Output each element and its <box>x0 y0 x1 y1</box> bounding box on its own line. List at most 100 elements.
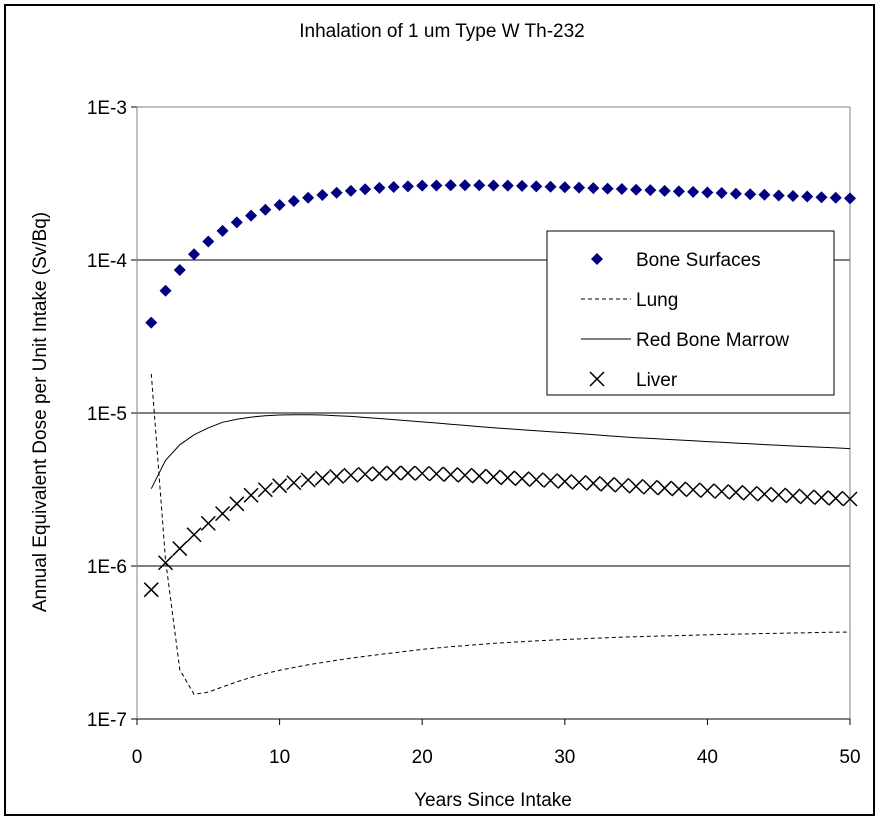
bone-surfaces-point <box>216 224 229 237</box>
liver-point <box>771 487 787 503</box>
liver-point <box>600 476 616 492</box>
chart-frame <box>4 4 875 816</box>
liver-point <box>400 465 416 481</box>
bone-surfaces-point <box>758 188 771 201</box>
bone-surfaces-point <box>302 191 315 204</box>
legend-label: Liver <box>636 370 678 391</box>
x-tick-label: 0 <box>132 747 143 768</box>
bone-surfaces-point <box>744 188 757 201</box>
bone-surfaces-point <box>786 189 799 202</box>
bone-surfaces-point <box>273 198 286 211</box>
liver-point <box>229 496 245 512</box>
liver-point <box>557 473 573 489</box>
liver-point <box>457 467 473 483</box>
bone-surfaces-point <box>188 248 201 261</box>
liver-point <box>300 472 316 488</box>
bone-surfaces-point <box>772 189 785 202</box>
liver-point <box>657 480 673 496</box>
liver-point <box>215 506 231 522</box>
legend-item-red-bone-marrow: Red Bone Marrow <box>581 330 789 351</box>
liver-point <box>257 482 273 498</box>
liver-point <box>143 582 159 598</box>
bone-surfaces-point <box>359 183 372 196</box>
liver-point <box>485 469 502 485</box>
liver-point <box>642 479 658 495</box>
bone-surfaces-point <box>173 264 186 277</box>
bone-surfaces-point <box>516 179 529 192</box>
liver-point <box>628 478 644 494</box>
axis-layer: 1E-7 1E-6 1E-5 1E-4 1E-3 0 10 20 30 40 50 <box>87 98 861 768</box>
bone-surfaces-point <box>815 191 828 204</box>
liver-point <box>728 484 744 500</box>
liver-point <box>528 472 544 488</box>
liver-point <box>172 541 188 557</box>
x-tick-label: 50 <box>839 747 860 768</box>
liver-point <box>186 527 202 543</box>
liver-point <box>200 515 216 531</box>
bone-surfaces-point <box>430 179 443 192</box>
bone-surfaces-point <box>501 179 514 192</box>
liver-point <box>443 467 459 483</box>
bone-surfaces-point <box>601 182 614 195</box>
bone-surfaces-point <box>644 184 657 197</box>
bone-surfaces-point <box>316 188 329 201</box>
bone-surfaces-point <box>330 186 343 199</box>
legend: Bone Surfaces Lung Red Bone Marrow Liver <box>546 230 835 396</box>
series-lung <box>150 373 851 695</box>
liver-point <box>699 483 715 499</box>
legend-label: Bone Surfaces <box>636 250 761 271</box>
liver-point <box>157 555 174 571</box>
liver-point <box>543 472 559 489</box>
bone-surfaces-point <box>573 181 586 194</box>
bone-surfaces-point <box>159 284 172 297</box>
bone-surfaces-point <box>530 180 543 193</box>
y-tick-label: 1E-7 <box>87 710 127 731</box>
red-bone-marrow-line <box>150 414 851 489</box>
liver-point <box>371 466 387 482</box>
liver-point <box>357 466 373 482</box>
legend-marker-x <box>589 371 605 387</box>
bone-surfaces-point <box>245 209 258 222</box>
bone-surfaces-point <box>401 180 414 193</box>
series-liver <box>143 465 858 598</box>
bone-surfaces-point <box>630 183 643 196</box>
liver-point <box>785 488 801 504</box>
y-tick-label: 1E-4 <box>87 251 128 272</box>
liver-point <box>414 465 430 481</box>
lung-line <box>150 373 851 695</box>
liver-point <box>685 482 701 498</box>
bone-surfaces-point <box>444 179 457 192</box>
bone-surfaces-point <box>487 179 500 192</box>
bone-surfaces-point <box>672 185 685 198</box>
liver-point <box>272 478 288 494</box>
liver-point <box>514 471 530 487</box>
liver-point <box>428 466 444 482</box>
series-red-bone-marrow <box>150 414 851 489</box>
liver-point <box>585 475 601 491</box>
bone-surfaces-point <box>416 179 429 192</box>
y-axis-label: Annual Equivalent Dose per Unit Intake (… <box>30 212 51 612</box>
bone-surfaces-point <box>658 184 671 197</box>
bone-surfaces-point <box>544 180 557 193</box>
bone-surfaces-point <box>202 235 215 248</box>
chart-title: Inhalation of 1 um Type W Th-232 <box>299 21 585 42</box>
series-layer <box>143 179 858 695</box>
liver-point <box>742 485 758 501</box>
x-tick-label: 20 <box>412 747 433 768</box>
liver-point <box>386 465 402 481</box>
bone-surfaces-point <box>473 179 486 192</box>
liver-point <box>286 475 302 491</box>
bone-surfaces-point <box>230 216 243 229</box>
liver-point <box>614 477 630 493</box>
x-tick-label: 30 <box>554 747 575 768</box>
liver-point <box>756 486 772 502</box>
bone-surfaces-point <box>729 187 742 200</box>
bone-surfaces-point <box>458 179 471 192</box>
bone-surfaces-point <box>587 182 600 195</box>
legend-label: Lung <box>636 290 678 311</box>
legend-item-bone-surfaces: Bone Surfaces <box>591 250 761 271</box>
bone-surfaces-point <box>715 187 728 200</box>
bone-surfaces-point <box>558 181 571 194</box>
x-axis-label: Years Since Intake <box>414 790 572 811</box>
